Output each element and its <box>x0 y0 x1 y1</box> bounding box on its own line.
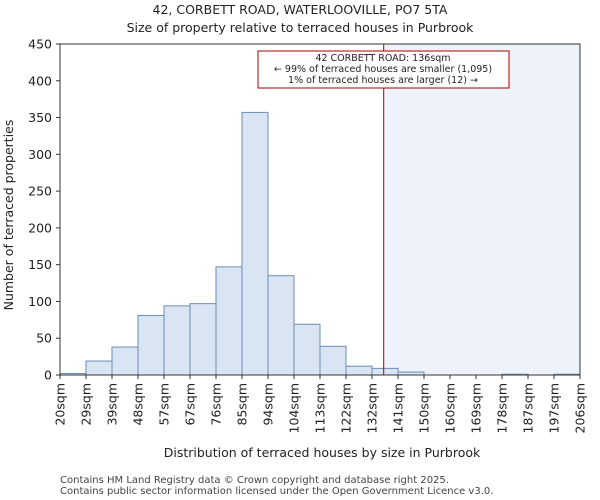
x-tick-label: 122sqm <box>339 383 354 433</box>
x-tick-label: 20sqm <box>53 383 68 426</box>
y-tick-label: 400 <box>28 73 52 88</box>
bar-29sqm <box>85 360 113 376</box>
annotation-border <box>257 50 510 89</box>
footer-line2: Contains public sector information licen… <box>60 486 493 497</box>
y-tick-label: 450 <box>28 37 52 52</box>
x-tick-label: 104sqm <box>287 383 302 433</box>
annotation-box: 42 CORBETT ROAD: 136sqm ← 99% of terrace… <box>257 50 510 89</box>
bar-48sqm <box>137 314 165 376</box>
bar-67sqm <box>189 303 217 376</box>
chart-title-line2: Size of property relative to terraced ho… <box>127 20 475 35</box>
x-tick-label: 197sqm <box>547 383 562 433</box>
x-tick-label: 39sqm <box>105 383 120 426</box>
bar-122sqm <box>345 365 373 376</box>
x-tick-label: 150sqm <box>417 383 432 433</box>
x-tick-label: 57sqm <box>157 383 172 426</box>
x-tick-label: 178sqm <box>495 383 510 433</box>
larger-properties-region <box>383 44 580 375</box>
y-tick-label: 150 <box>28 257 52 272</box>
bar-76sqm <box>215 266 243 376</box>
bar-94sqm <box>267 275 295 376</box>
y-tick-label: 300 <box>28 147 52 162</box>
y-tick-label: 200 <box>28 220 52 235</box>
x-axis-ticks: 20sqm 29sqm 39sqm 48sqm 57sqm 67sqm 76sqm 85sqm… <box>53 375 588 433</box>
bar-132sqm <box>371 367 399 376</box>
bar-57sqm <box>163 305 191 376</box>
x-tick-label: 132sqm <box>365 383 380 433</box>
chart-title-line1: 42, CORBETT ROAD, WATERLOOVILLE, PO7 5TA <box>153 2 448 17</box>
bar-104sqm <box>293 323 321 376</box>
footer-line1: Contains HM Land Registry data © Crown c… <box>60 475 449 486</box>
annotation-line2: ← 99% of terraced houses are smaller (1,… <box>274 64 492 75</box>
x-tick-label: 187sqm <box>521 383 536 433</box>
x-tick-label: 67sqm <box>183 383 198 426</box>
y-axis-label: Number of terraced properties <box>1 120 16 311</box>
x-tick-label: 113sqm <box>313 383 328 433</box>
bar-113sqm <box>319 345 347 376</box>
x-tick-label: 85sqm <box>235 383 250 426</box>
x-tick-label: 206sqm <box>573 383 588 433</box>
bar-39sqm <box>111 346 139 376</box>
annotation-line1: 42 CORBETT ROAD: 136sqm <box>315 53 450 64</box>
x-tick-label: 76sqm <box>209 383 224 426</box>
x-tick-label: 160sqm <box>443 383 458 433</box>
y-tick-label: 0 <box>44 368 52 383</box>
x-tick-label: 94sqm <box>261 383 276 426</box>
y-tick-label: 50 <box>36 331 52 346</box>
plot-frame <box>59 43 581 376</box>
x-tick-label: 48sqm <box>131 383 146 426</box>
bars-group <box>59 111 581 376</box>
x-tick-label: 169sqm <box>469 383 484 433</box>
x-axis-label: Distribution of terraced houses by size … <box>164 445 481 460</box>
y-axis-ticks: 0 50 100 150 200 250 300 350 400 450 <box>28 37 60 383</box>
x-tick-label: 29sqm <box>79 383 94 426</box>
x-tick-label: 141sqm <box>391 383 406 433</box>
bar-85sqm <box>241 111 269 376</box>
annotation-line3: 1% of terraced houses are larger (12) → <box>288 75 478 86</box>
y-tick-label: 350 <box>28 110 52 125</box>
y-tick-label: 250 <box>28 184 52 199</box>
y-tick-label: 100 <box>28 294 52 309</box>
